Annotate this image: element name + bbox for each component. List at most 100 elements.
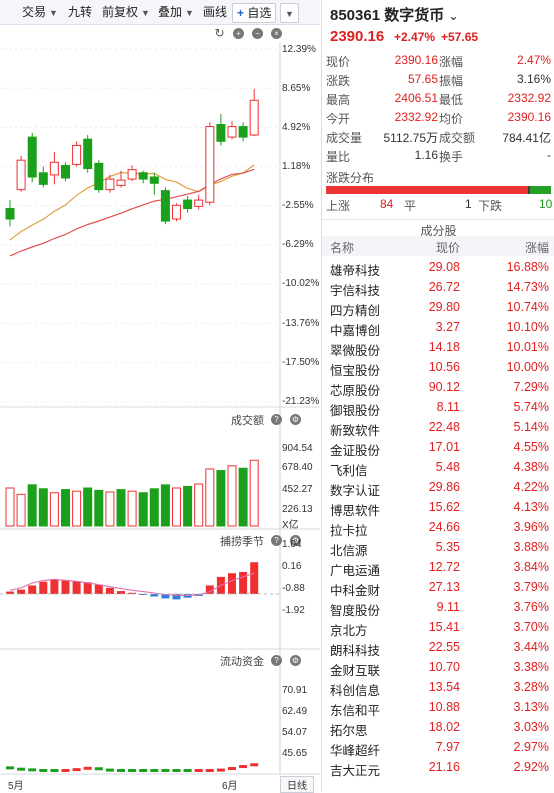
close-icon[interactable]: × (271, 28, 282, 39)
stock-price: 9.11 (436, 600, 460, 614)
quote-value: 5112.75万 (383, 131, 439, 145)
volume-panel-title: 成交额 (231, 415, 264, 427)
table-row[interactable]: 京北方 15.41 3.70% (322, 617, 554, 638)
table-row[interactable]: 御银股份 8.11 5.74% (322, 397, 554, 418)
column-change[interactable]: 涨幅 (524, 241, 549, 255)
stock-name: 博思软件 (330, 504, 381, 518)
help-icon[interactable]: ? (271, 414, 282, 425)
overlay-menu[interactable]: 叠加 ▼ (158, 3, 194, 21)
watch-dropdown-button[interactable]: ▼ (280, 3, 299, 23)
overlay-label: 叠加 (158, 5, 183, 19)
table-row[interactable]: 飞利信 5.48 4.38% (322, 457, 554, 478)
volume-bar (94, 489, 104, 527)
zoom-in-icon[interactable]: + (233, 28, 244, 39)
stock-name: 芯原股份 (330, 384, 381, 398)
table-row[interactable]: 广电运通 12.72 3.84% (322, 557, 554, 578)
table-row[interactable]: 金证股份 17.01 4.55% (322, 437, 554, 458)
gear-icon[interactable]: ⚙ (290, 414, 301, 425)
indicator-axis-label: -1.92 (282, 605, 305, 616)
table-row[interactable]: 东信和平 10.88 3.13% (322, 697, 554, 718)
jiuzhuan-button[interactable]: 九转 (68, 5, 93, 19)
adjust-menu[interactable]: 前复权 ▼ (102, 3, 150, 21)
table-row[interactable]: 华峰超纤 7.97 2.97% (322, 737, 554, 758)
caret-down-icon: ▼ (49, 8, 58, 18)
refresh-icon[interactable]: ↻ (214, 26, 225, 40)
volume-bar (116, 489, 126, 527)
table-row[interactable]: 中嘉博创 3.27 10.10% (322, 317, 554, 338)
volume-bar (216, 470, 226, 527)
flow-mark (250, 763, 259, 767)
stock-price: 22.55 (428, 640, 460, 654)
table-row[interactable]: 拉卡拉 24.66 3.96% (322, 517, 554, 538)
candle-body (172, 204, 181, 220)
indicator-bar (61, 580, 70, 594)
flow-axis-label: 45.65 (282, 748, 308, 759)
table-row[interactable]: 博思软件 15.62 4.13% (322, 497, 554, 518)
candle-body (72, 144, 82, 165)
table-row[interactable]: 恒宝股份 10.56 10.00% (322, 357, 554, 378)
table-row[interactable]: 中科金财 27.13 3.79% (322, 577, 554, 598)
indicator-bar (105, 587, 114, 594)
quote-label: 成交量 (326, 131, 363, 145)
flow-mark (239, 765, 248, 769)
candle-body (27, 136, 37, 178)
zoom-out-icon[interactable]: − (252, 28, 263, 39)
table-row[interactable]: 金财互联 10.70 3.38% (322, 657, 554, 678)
help-icon[interactable]: ? (271, 535, 282, 546)
table-row[interactable]: 四方精创 29.80 10.74% (322, 297, 554, 318)
gear-icon[interactable]: ⚙ (290, 535, 301, 546)
table-row[interactable]: 朗科科技 22.55 3.44% (322, 637, 554, 658)
stock-name: 科创信息 (330, 684, 381, 698)
stock-name: 广电运通 (330, 564, 381, 578)
indicator-bar (17, 589, 26, 594)
stock-change: 16.88% (506, 260, 549, 274)
column-name[interactable]: 名称 (330, 241, 355, 255)
flow-mark (17, 767, 26, 771)
stock-price: 22.48 (428, 420, 460, 434)
table-row[interactable]: 数字认证 29.86 4.22% (322, 477, 554, 498)
quote-value: - (547, 148, 551, 162)
volume-bar (160, 484, 170, 527)
flow-mark (72, 768, 81, 772)
stock-change: 10.00% (506, 360, 549, 374)
stock-name: 北信源 (330, 544, 368, 558)
stock-price: 29.08 (428, 260, 460, 274)
table-row[interactable]: 宇信科技 26.72 14.73% (322, 277, 554, 298)
table-row[interactable]: 北信源 5.35 3.88% (322, 537, 554, 558)
table-row[interactable]: 雄帝科技 29.08 16.88% (322, 257, 554, 278)
table-row[interactable]: 智度股份 9.11 3.76% (322, 597, 554, 618)
indicator-bar (117, 591, 125, 594)
gear-icon[interactable]: ⚙ (290, 655, 301, 666)
stock-change: 14.73% (506, 280, 549, 294)
constituents-header: 名称 现价 涨幅 (322, 236, 554, 256)
table-row[interactable]: 芯原股份 90.12 7.29% (322, 377, 554, 398)
period-daily-button[interactable]: 日线 (280, 776, 314, 793)
price-axis-label: 8.65% (282, 83, 311, 94)
column-price[interactable]: 现价 (435, 241, 460, 255)
candle-body (16, 159, 26, 191)
volume-axis-label: 904.54 (282, 443, 313, 454)
table-row[interactable]: 翠微股份 14.18 10.01% (322, 337, 554, 358)
chevron-down-icon[interactable]: ⌄ (448, 9, 459, 23)
volume-bar (83, 487, 93, 527)
table-row[interactable]: 科创信息 13.54 3.28% (322, 677, 554, 698)
down-count: 10 (539, 197, 553, 211)
flow-mark (183, 769, 192, 772)
stock-name: 拓尔思 (330, 724, 368, 738)
indicator-bar (250, 562, 259, 594)
current-price: 2390.16 (330, 28, 385, 45)
candle-body (94, 162, 104, 191)
volume-bar (227, 465, 237, 527)
indicator-line (9, 572, 255, 597)
stock-price: 14.18 (428, 340, 460, 354)
caret-down-icon: ▼ (285, 9, 294, 19)
add-watchlist-button[interactable]: + 自选 (232, 3, 277, 23)
kline-chart[interactable] (0, 24, 320, 792)
table-row[interactable]: 新致软件 22.48 5.14% (322, 417, 554, 438)
table-row[interactable]: 拓尔思 18.02 3.03% (322, 717, 554, 738)
trade-menu[interactable]: 交易 ▼ (22, 3, 58, 21)
draw-line-button[interactable]: 画线 (203, 5, 228, 19)
table-row[interactable]: 吉大正元 21.16 2.92% (322, 757, 554, 778)
candle-body (205, 126, 215, 203)
help-icon[interactable]: ? (271, 655, 282, 666)
